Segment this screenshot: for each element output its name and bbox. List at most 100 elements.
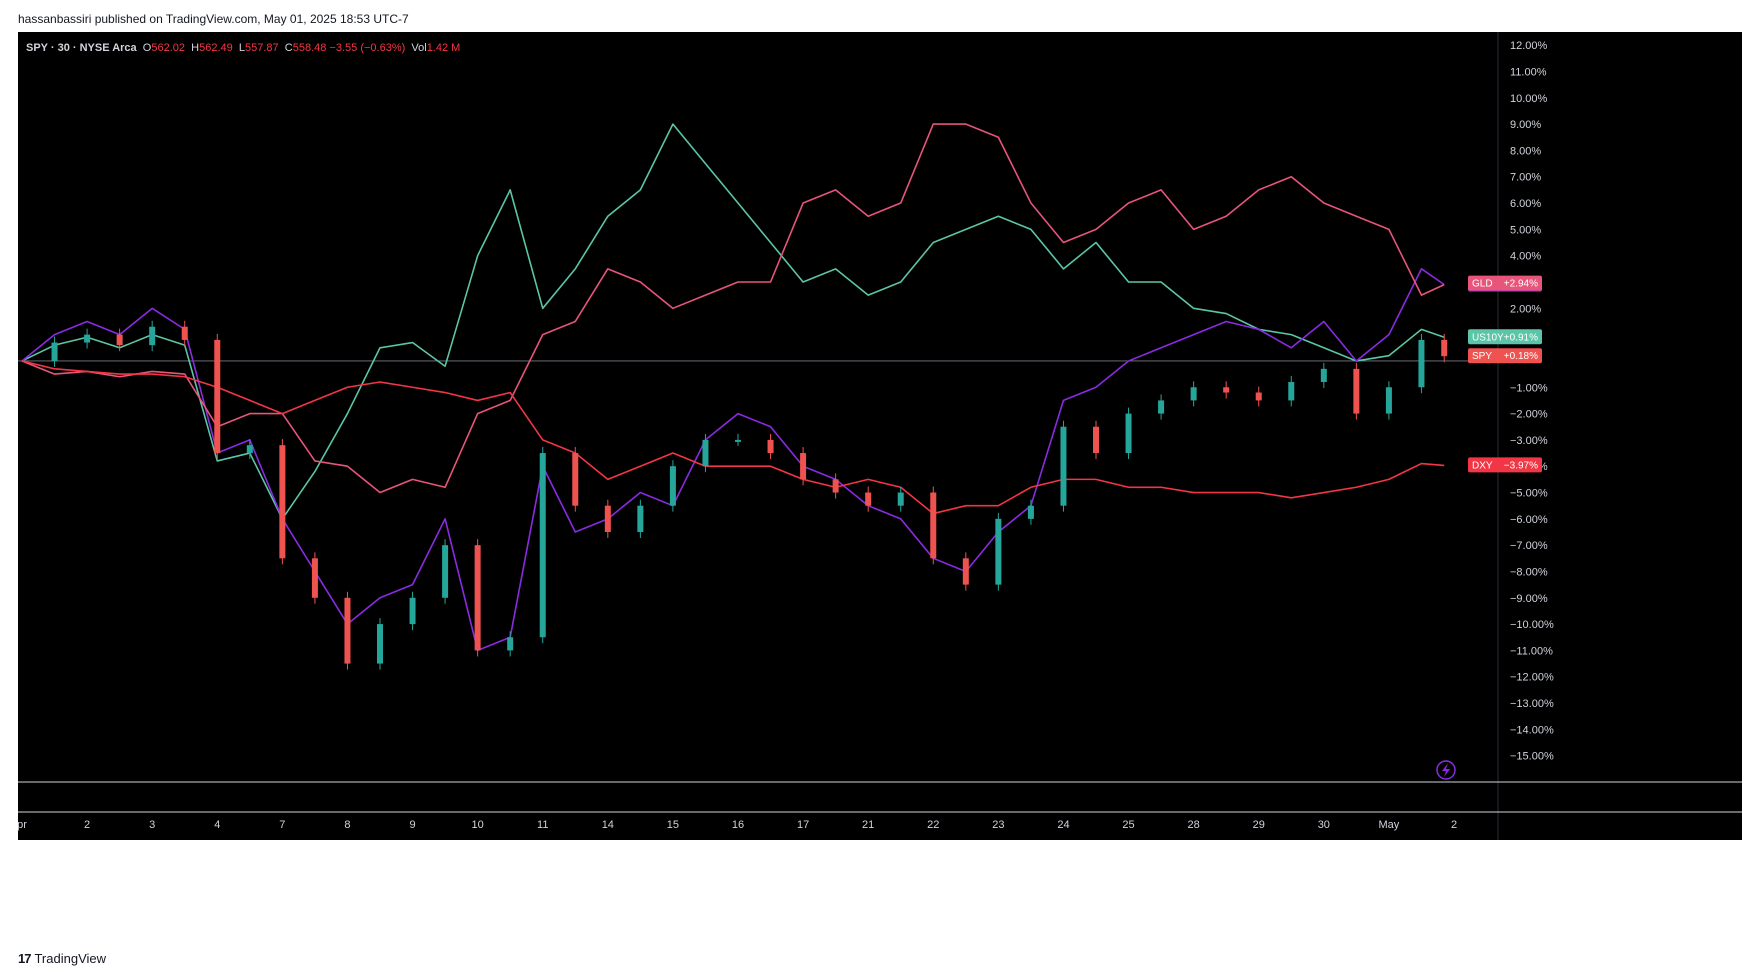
legend-close-val: 558.48 −3.55 (−0.63%) bbox=[292, 42, 406, 54]
legend-symbol: SPY · 30 · NYSE Arca bbox=[26, 42, 137, 54]
legend-vol-key: Vol bbox=[411, 42, 427, 54]
y-tick-label: −15.00% bbox=[1510, 751, 1554, 763]
spy-candle-body bbox=[637, 505, 644, 532]
spy-candle-body bbox=[1223, 387, 1230, 393]
lightning-icon bbox=[1436, 760, 1456, 780]
us10y-line bbox=[21, 123, 1445, 520]
legend-close-key: C bbox=[284, 42, 293, 54]
y-tick-label: −2.00% bbox=[1510, 409, 1548, 421]
x-tick-label: 24 bbox=[1057, 819, 1069, 831]
qqq-line bbox=[21, 268, 1445, 652]
spy-candle-body bbox=[84, 334, 91, 343]
legend-open-key: O bbox=[142, 42, 152, 54]
x-tick-label: 14 bbox=[602, 819, 614, 831]
spy-candle-body bbox=[1418, 339, 1425, 388]
gld-badge: GLD +2.94% bbox=[1468, 275, 1542, 291]
spy-badge-value: +0.18% bbox=[1504, 351, 1538, 362]
spy-candle-body bbox=[572, 453, 579, 506]
legend-open-val: 562.02 bbox=[151, 42, 186, 54]
y-tick-label: 11.00% bbox=[1510, 66, 1547, 78]
y-tick-label: 5.00% bbox=[1510, 224, 1541, 236]
spy-badge-name: SPY bbox=[1472, 351, 1492, 362]
spy-candle-body bbox=[1255, 392, 1262, 401]
spy-candle-body bbox=[214, 339, 221, 454]
spy-candle-body bbox=[604, 505, 611, 532]
spy-candle-body bbox=[1060, 426, 1067, 506]
spy-candle-body bbox=[377, 624, 383, 664]
y-tick-label: −12.00% bbox=[1510, 672, 1554, 684]
spy-candle-body bbox=[995, 518, 1002, 585]
spy-badge: SPY +0.18% bbox=[1468, 348, 1542, 364]
spy-candle-body bbox=[1093, 426, 1099, 454]
y-tick-label: −5.00% bbox=[1510, 488, 1548, 500]
legend-low-val: 557.87 bbox=[245, 42, 279, 54]
chart-svg[interactable]: 12.00% 11.00% 10.00% 9.00% 8.00% 7.00% 6.00% 5.… bbox=[18, 32, 1742, 940]
spy-candle-body bbox=[1125, 413, 1132, 454]
spy-candles bbox=[51, 320, 1448, 670]
x-tick-label: 30 bbox=[1318, 819, 1330, 831]
legend-vol-val: 1.42 M bbox=[426, 42, 461, 54]
spy-candle-body bbox=[344, 597, 351, 664]
lightning-icon-bolt bbox=[1442, 763, 1450, 777]
spy-candle-body bbox=[246, 445, 253, 454]
spy-candle-body bbox=[1190, 387, 1197, 401]
chart-frame[interactable]: 12.00% 11.00% 10.00% 9.00% 8.00% 7.00% 6.00% 5.… bbox=[18, 32, 1742, 940]
y-tick-label: −11.00% bbox=[1510, 645, 1553, 657]
x-tick-label: 22 bbox=[927, 819, 939, 831]
gld-line bbox=[21, 123, 1445, 494]
dxy-badge-name: DXY bbox=[1472, 460, 1493, 471]
x-tick-label: 2 bbox=[1451, 819, 1457, 831]
spy-candle-body bbox=[800, 453, 807, 480]
dxy-badge-box bbox=[1468, 457, 1542, 473]
y-tick-label: 4.00% bbox=[1510, 251, 1541, 263]
x-tick-label: 2 bbox=[84, 819, 90, 831]
y-tick-label: 12.00% bbox=[1510, 40, 1548, 52]
us10y-badge-box bbox=[1468, 329, 1542, 345]
y-tick-label: −9.00% bbox=[1510, 593, 1548, 605]
us10y-badge-name: US10Y bbox=[1472, 332, 1504, 343]
gld-badge-name: GLD bbox=[1472, 279, 1493, 290]
dxy-line bbox=[21, 360, 1445, 515]
spy-candle-body bbox=[702, 439, 709, 467]
x-tick-label: 3 bbox=[149, 819, 155, 831]
spy-candle-body bbox=[669, 466, 676, 506]
gld-badge-box bbox=[1468, 275, 1542, 291]
tradingview-logo-icon: 17 bbox=[18, 951, 32, 966]
spy-candle-body bbox=[1320, 368, 1327, 382]
dxy-badge-value: −3.97% bbox=[1504, 460, 1538, 471]
lightning-icon-ring bbox=[1436, 760, 1456, 780]
x-tick-label: 8 bbox=[344, 819, 350, 831]
us10y-badge: US10Y +0.91% bbox=[1468, 329, 1542, 345]
ohlc-legend: SPY · 30 · NYSE Arca O562.02 H562.49 L55… bbox=[26, 42, 460, 54]
publisher-line: hassanbassiri published on TradingView.c… bbox=[18, 12, 409, 26]
y-tick-label: −14.00% bbox=[1510, 724, 1554, 736]
spy-candle-body bbox=[962, 558, 969, 585]
spy-candle-body bbox=[51, 342, 58, 361]
y-tick-label: 7.00% bbox=[1510, 172, 1541, 184]
footer-brand[interactable]: 17 TradingView bbox=[18, 951, 106, 966]
x-tick-label: 9 bbox=[409, 819, 415, 831]
spy-candle-body bbox=[181, 326, 188, 340]
x-tick-label: 23 bbox=[992, 819, 1004, 831]
spy-candle-body bbox=[735, 439, 741, 442]
spy-candle-body bbox=[539, 453, 546, 638]
spy-candle-body bbox=[832, 479, 839, 493]
legend-high-val: 562.49 bbox=[199, 42, 233, 54]
x-tick-label: 28 bbox=[1188, 819, 1200, 831]
x-tick-label: 4 bbox=[214, 819, 220, 831]
spy-candle-body bbox=[311, 558, 318, 598]
spy-candle-body bbox=[1027, 505, 1034, 519]
spy-candle-body bbox=[116, 334, 123, 346]
y-tick-label: 6.00% bbox=[1510, 198, 1541, 210]
footer-brand-name: TradingView bbox=[34, 951, 107, 966]
dxy-badge: DXY −3.97% bbox=[1468, 457, 1542, 473]
y-tick-label: −7.00% bbox=[1510, 540, 1548, 552]
spy-candle-body bbox=[279, 445, 286, 559]
spy-candle-body bbox=[149, 326, 156, 346]
y-tick-label: −1.00% bbox=[1510, 382, 1548, 394]
x-tick-label: 7 bbox=[279, 819, 285, 831]
legend-low-key: L bbox=[238, 42, 245, 54]
x-tick-label: 17 bbox=[797, 819, 809, 831]
spy-candle-body bbox=[507, 637, 514, 651]
spy-candle-body bbox=[1353, 368, 1360, 414]
